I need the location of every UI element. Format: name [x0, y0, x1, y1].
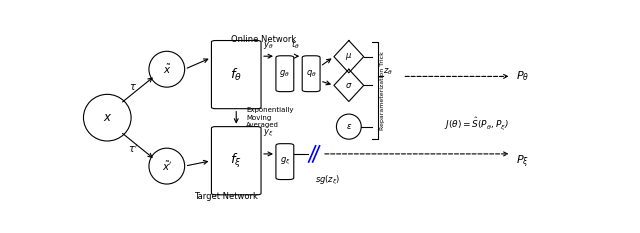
Text: $q_{\theta}$: $q_{\theta}$ — [306, 68, 317, 79]
Text: $y_{\xi}$: $y_{\xi}$ — [263, 128, 274, 139]
Text: Reparameterization Trick: Reparameterization Trick — [380, 51, 385, 130]
Text: $\tilde{x}'$: $\tilde{x}'$ — [161, 160, 172, 173]
Text: $f_{\xi}$: $f_{\xi}$ — [230, 152, 242, 170]
Text: $\tilde{x}$: $\tilde{x}$ — [163, 63, 171, 76]
Text: $P_{\xi}$: $P_{\xi}$ — [516, 153, 529, 170]
Text: $y_{\theta}$: $y_{\theta}$ — [263, 40, 274, 51]
Text: $g_{\theta}$: $g_{\theta}$ — [280, 68, 291, 79]
Text: Target Network: Target Network — [195, 192, 259, 201]
Text: $\tau$: $\tau$ — [129, 82, 137, 92]
Text: $J(\theta) = \hat{S}(P_{\theta}, P_{\xi}$): $J(\theta) = \hat{S}(P_{\theta}, P_{\xi}… — [444, 116, 509, 132]
Text: $P_{\theta}$: $P_{\theta}$ — [516, 69, 530, 83]
Text: Online Network: Online Network — [231, 35, 296, 44]
Text: $t_{\theta}$: $t_{\theta}$ — [291, 39, 300, 51]
Text: $\mu$: $\mu$ — [346, 51, 353, 62]
Text: $g_{\xi}$: $g_{\xi}$ — [280, 156, 290, 167]
Text: $z_{\theta}$: $z_{\theta}$ — [383, 67, 393, 77]
Text: $x$: $x$ — [102, 111, 112, 124]
Text: $sg(z_{\xi})$: $sg(z_{\xi})$ — [316, 174, 340, 187]
Text: Exponentially
Moving
Averaged: Exponentially Moving Averaged — [246, 107, 294, 128]
Text: $\sigma$: $\sigma$ — [345, 81, 353, 90]
Text: $f_{\theta}$: $f_{\theta}$ — [230, 67, 243, 83]
Text: $\epsilon$: $\epsilon$ — [346, 122, 352, 131]
Text: $\tau'$: $\tau'$ — [128, 143, 138, 155]
